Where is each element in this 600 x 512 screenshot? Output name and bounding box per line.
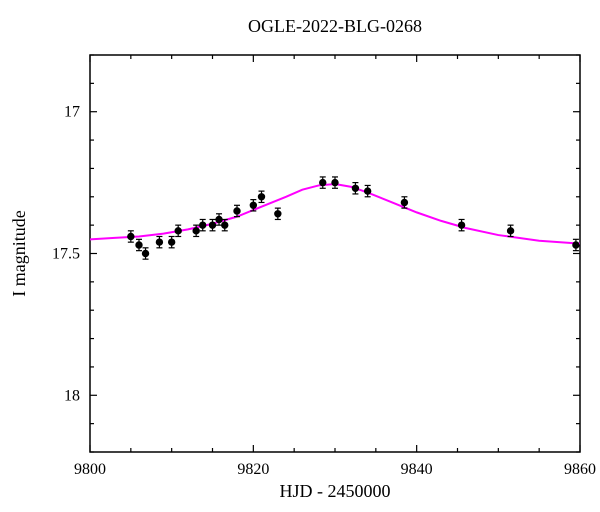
y-tick-label: 17 [64, 104, 80, 121]
data-point [142, 250, 148, 256]
data-point [352, 185, 358, 191]
plot-frame [90, 55, 580, 452]
data-point [222, 222, 228, 228]
data-point [332, 179, 338, 185]
y-axis-label: I magnitude [9, 210, 29, 296]
data-point [320, 179, 326, 185]
chart-title: OGLE-2022-BLG-0268 [248, 16, 422, 36]
data-point [458, 222, 464, 228]
data-point [250, 202, 256, 208]
data-point [234, 208, 240, 214]
data-point [136, 242, 142, 248]
y-tick-label: 17.5 [52, 246, 80, 263]
plot-area [90, 177, 580, 259]
data-point [507, 228, 513, 234]
chart-svg: OGLE-2022-BLG-0268 9800 9820 9840 9860 17 17.5… [0, 0, 600, 512]
x-tick-label: 9820 [237, 461, 269, 478]
data-point [275, 211, 281, 217]
light-curve-chart: OGLE-2022-BLG-0268 9800 9820 9840 9860 17 17.5… [0, 0, 600, 512]
y-tick-label: 18 [64, 387, 80, 404]
data-point [258, 194, 264, 200]
x-axis-label: HJD - 2450000 [280, 481, 391, 501]
data-point [401, 199, 407, 205]
data-point [168, 239, 174, 245]
data-point [156, 239, 162, 245]
data-point [200, 222, 206, 228]
model-curve [90, 184, 580, 244]
data-point [209, 222, 215, 228]
data-point [216, 216, 222, 222]
data-point [193, 228, 199, 234]
x-tick-label: 9800 [74, 461, 106, 478]
x-tick-label: 9840 [401, 461, 433, 478]
data-point [573, 242, 579, 248]
data-point [364, 188, 370, 194]
data-point [175, 228, 181, 234]
x-tick-label: 9860 [564, 461, 596, 478]
data-point [128, 233, 134, 239]
